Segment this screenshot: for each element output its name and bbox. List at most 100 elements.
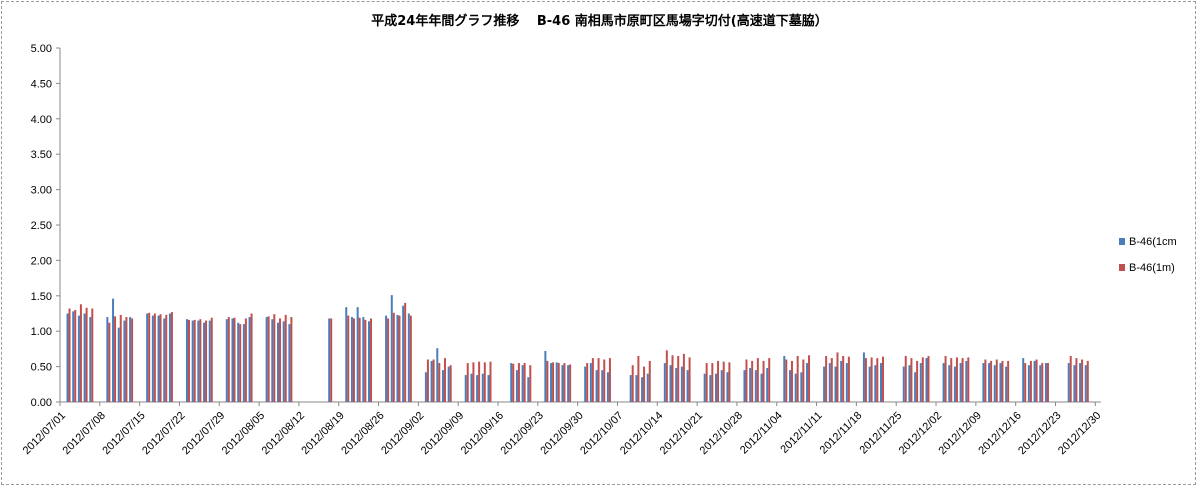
bar-1cm xyxy=(686,370,689,402)
bar-1cm xyxy=(606,372,609,402)
x-tick-label: 2012/12/30 xyxy=(1056,410,1103,457)
bar-1m xyxy=(170,312,173,402)
bar-1cm xyxy=(595,370,598,402)
bar-1m xyxy=(722,361,725,402)
bar-1m xyxy=(637,355,640,402)
bar-1cm xyxy=(982,363,985,402)
bar-1cm xyxy=(840,360,843,402)
legend-swatch xyxy=(1119,238,1125,245)
bar-1cm xyxy=(715,373,718,402)
x-tick-label: 2012/11/04 xyxy=(738,410,785,457)
bar-1m xyxy=(205,320,208,402)
bar-1m xyxy=(677,355,680,402)
bar-1m xyxy=(347,315,350,402)
bar-1cm xyxy=(510,363,513,402)
bar-1m xyxy=(74,309,77,402)
bar-1cm xyxy=(521,365,524,402)
y-tick-label: 0.00 xyxy=(31,397,52,409)
bar-1m xyxy=(955,357,958,402)
bar-1cm xyxy=(197,320,200,402)
bar-1cm xyxy=(646,373,649,402)
y-tick-label: 4.00 xyxy=(31,114,52,126)
bar-1cm xyxy=(914,372,917,402)
bar-1m xyxy=(114,316,117,402)
bar-1cm xyxy=(424,372,427,402)
legend-label: B-46(1m) xyxy=(1129,262,1175,274)
bar-1m xyxy=(443,358,446,402)
bar-1cm xyxy=(760,373,763,402)
bar-1m xyxy=(392,312,395,402)
bar-1m xyxy=(643,366,646,402)
bar-1m xyxy=(631,365,634,402)
bar-1cm xyxy=(277,322,280,402)
bar-1m xyxy=(984,359,987,402)
y-tick-label: 1.00 xyxy=(31,326,52,338)
bar-1cm xyxy=(794,373,797,402)
bar-1cm xyxy=(248,317,251,402)
bar-1cm xyxy=(1039,365,1042,402)
bar-1m xyxy=(438,363,441,402)
bar-1cm xyxy=(953,366,956,402)
bar-1cm xyxy=(430,360,433,402)
y-tick-label: 3.50 xyxy=(31,149,52,161)
bar-1m xyxy=(802,359,805,402)
bar-1cm xyxy=(441,370,444,402)
bar-1m xyxy=(153,313,156,402)
bar-1cm xyxy=(561,365,564,402)
bar-1cm xyxy=(1022,358,1025,402)
bar-1m xyxy=(847,356,850,402)
bar-1cm xyxy=(168,313,171,402)
bar-1m xyxy=(432,359,435,402)
bar-1m xyxy=(330,318,333,402)
bar-1m xyxy=(478,361,481,402)
bar-1m xyxy=(665,350,668,402)
bar-1cm xyxy=(993,365,996,402)
bar-1cm xyxy=(1084,365,1087,402)
bar-1m xyxy=(159,314,162,402)
bar-1m xyxy=(1086,360,1089,402)
bar-1cm xyxy=(402,305,405,402)
bar-1cm xyxy=(675,368,678,402)
bar-1cm xyxy=(117,327,120,402)
bar-1m xyxy=(472,362,475,402)
bar-1cm xyxy=(823,366,826,402)
bar-1m xyxy=(682,353,685,402)
bar-1m xyxy=(1041,363,1044,402)
bar-1cm xyxy=(288,324,291,402)
bar-1m xyxy=(370,318,373,402)
bar-1m xyxy=(910,358,913,402)
bar-1m xyxy=(79,304,82,402)
bar-1m xyxy=(193,319,196,402)
bar-1cm xyxy=(726,372,729,402)
bar-1cm xyxy=(1027,365,1030,402)
bar-1cm xyxy=(1005,366,1008,402)
bar-1cm xyxy=(720,370,723,402)
bar-1m xyxy=(68,308,71,402)
bar-1cm xyxy=(828,363,831,402)
bar-1cm xyxy=(868,366,871,402)
bar-1cm xyxy=(225,319,228,402)
bar-1cm xyxy=(146,313,149,402)
bar-1cm xyxy=(72,311,75,402)
y-tick-label: 2.00 xyxy=(31,255,52,267)
bar-1m xyxy=(267,316,270,402)
y-tick-label: 1.50 xyxy=(31,291,52,303)
y-tick-label: 4.50 xyxy=(31,78,52,90)
x-tick-label: 2012/11/18 xyxy=(818,410,865,457)
bar-1m xyxy=(648,360,651,402)
bar-1m xyxy=(119,314,122,402)
bar-1cm xyxy=(129,317,132,402)
bar-1m xyxy=(512,363,515,402)
bar-1cm xyxy=(919,363,922,402)
bar-1cm xyxy=(328,318,331,402)
bar-1m xyxy=(210,317,213,402)
bar-1cm xyxy=(436,348,439,402)
bar-1m xyxy=(1001,360,1004,402)
bar-1cm xyxy=(709,375,712,402)
bar-1m xyxy=(825,355,828,402)
bar-1cm xyxy=(1073,365,1076,402)
bar-1m xyxy=(517,363,520,402)
bar-1cm xyxy=(601,370,604,402)
